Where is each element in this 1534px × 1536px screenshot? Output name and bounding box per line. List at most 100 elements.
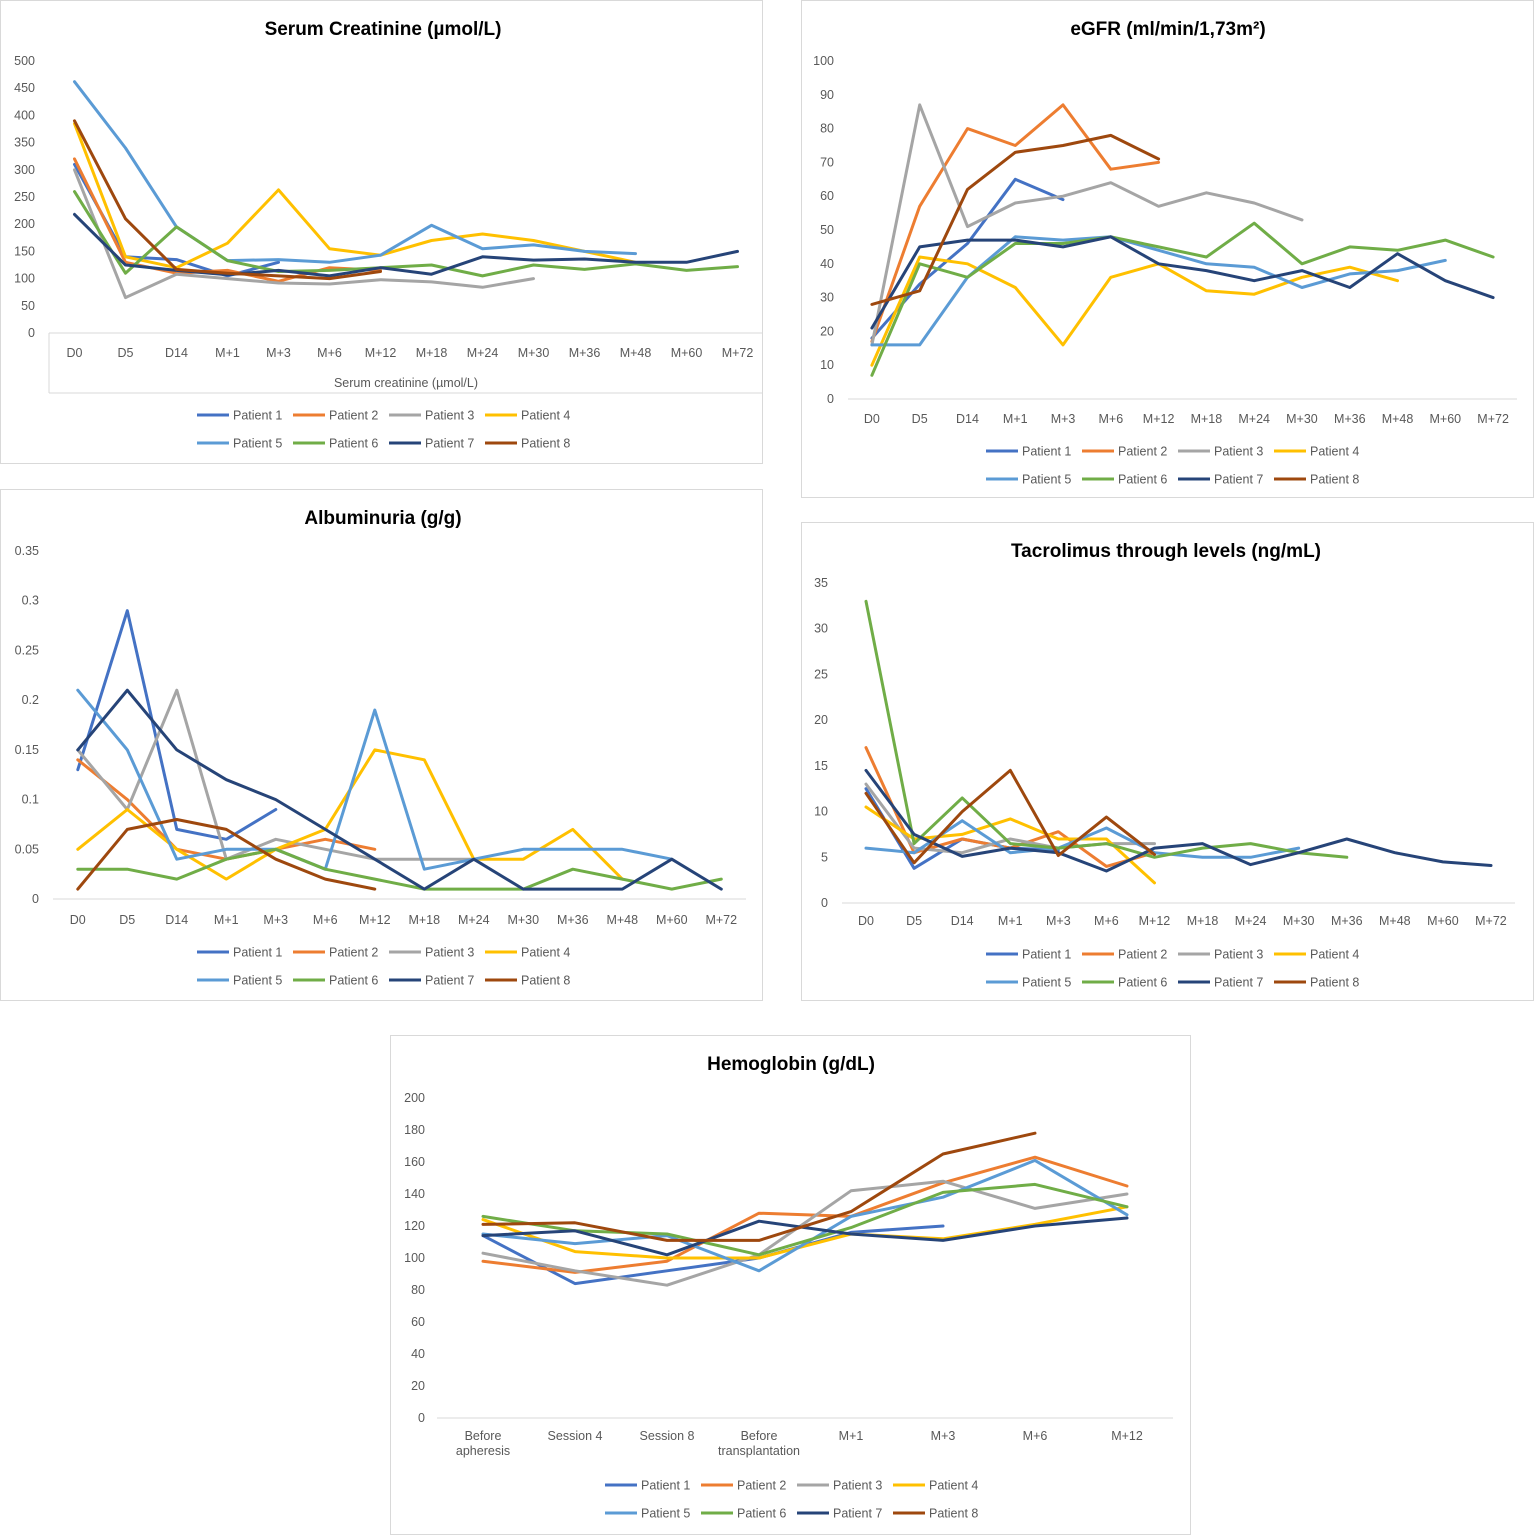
legend-label: Patient 2: [737, 1479, 786, 1493]
x-tick-label: M+6: [1094, 914, 1119, 928]
y-tick-label: 450: [14, 81, 35, 95]
x-tick-label: M+3: [1046, 914, 1071, 928]
x-tick-label: M+1: [214, 913, 239, 927]
chart-title: Serum Creatinine (µmol/L): [265, 19, 502, 40]
series-line-patient-5: [481, 1158, 1129, 1273]
series-line-patient-4: [76, 748, 624, 881]
chart-title: Tacrolimus through levels (ng/mL): [1011, 541, 1321, 562]
y-tick-label: 250: [14, 190, 35, 204]
y-tick-label: 40: [820, 257, 834, 271]
x-tick-label: D0: [864, 412, 880, 426]
x-tick-label: M+18: [416, 346, 448, 360]
series-line-patient-3: [481, 1179, 1129, 1287]
legend-label: Patient 4: [521, 946, 570, 960]
y-tick-label: 100: [404, 1251, 425, 1265]
x-tick-label: D5: [906, 914, 922, 928]
legend-label: Patient 1: [233, 409, 282, 423]
y-tick-label: 0.05: [15, 842, 39, 856]
x-tick-label: M+18: [1187, 914, 1219, 928]
y-tick-label: 0.25: [15, 643, 39, 657]
x-tick-label: M+36: [1334, 412, 1366, 426]
x-tick-label: M+72: [1477, 412, 1509, 426]
y-tick-label: 180: [404, 1123, 425, 1137]
x-tick-label: D5: [912, 412, 928, 426]
y-tick-label: 0.3: [22, 594, 39, 608]
x-tick-label: M+48: [1379, 914, 1411, 928]
legend-label: Patient 6: [329, 437, 378, 451]
legend-label: Patient 3: [1214, 445, 1263, 459]
legend-label: Patient 4: [1310, 445, 1359, 459]
series-line-patient-6: [864, 599, 1349, 859]
legend-label: Patient 4: [1310, 948, 1359, 962]
chart-title: Albuminuria (g/g): [304, 508, 461, 529]
chart-svg-albuminuria: Albuminuria (g/g) 0 0.05 0.1 0.15 0.2 0.25 0.3 0…: [15, 508, 746, 988]
legend-label: Patient 4: [521, 409, 570, 423]
y-tick-label: 140: [404, 1187, 425, 1201]
y-tick-label: 200: [14, 217, 35, 231]
y-tick-label: 30: [820, 291, 834, 305]
y-tick-label: 0.1: [22, 793, 39, 807]
y-tick-label: 60: [411, 1315, 425, 1329]
x-tick-label: M+12: [365, 346, 397, 360]
y-tick-label: 0: [821, 896, 828, 910]
y-tick-label: 350: [14, 136, 35, 150]
series-line-patient-1: [76, 609, 278, 841]
y-tick-label: 70: [820, 155, 834, 169]
y-tick-label: 150: [14, 244, 35, 258]
series-line-patient-3: [76, 688, 476, 861]
legend-label: Patient 1: [1022, 445, 1071, 459]
legend-label: Patient 8: [1310, 473, 1359, 487]
legend-label: Patient 6: [329, 974, 378, 988]
x-tick-label: M+60: [1427, 914, 1459, 928]
legend-label: Patient 7: [1214, 473, 1263, 487]
series-line-patient-3: [870, 103, 1304, 347]
y-tick-label: 100: [14, 272, 35, 286]
y-tick-label: 20: [820, 324, 834, 338]
legend-label: Patient 6: [737, 1507, 786, 1521]
y-tick-label: 160: [404, 1155, 425, 1169]
x-tick-label: M+6: [317, 346, 342, 360]
x-tick-label: M+30: [1283, 914, 1315, 928]
y-tick-label: 15: [814, 759, 828, 773]
x-tick-label: M+18: [1191, 412, 1223, 426]
y-tick-label: 10: [820, 358, 834, 372]
chart-panel-albuminuria: Albuminuria (g/g) 0 0.05 0.1 0.15 0.2 0.25 0.3 0…: [0, 489, 763, 1001]
x-tick-label: M+72: [722, 346, 754, 360]
series-line-patient-6: [481, 1182, 1129, 1257]
y-tick-label: 80: [411, 1283, 425, 1297]
x-tick-label: M+60: [656, 913, 688, 927]
series-line-patient-8: [76, 818, 377, 891]
legend-label: Patient 7: [425, 974, 474, 988]
y-tick-label: 80: [820, 122, 834, 136]
y-tick-label: 0.2: [22, 693, 39, 707]
series-line-patient-8: [870, 133, 1161, 306]
y-tick-label: 50: [21, 299, 35, 313]
legend-label: Patient 6: [1118, 473, 1167, 487]
series-line-patient-7: [76, 688, 723, 891]
series-line-patient-7: [481, 1216, 1129, 1257]
series-line-patient-6: [73, 190, 739, 278]
x-tick-label: Before transplantation: [718, 1429, 800, 1458]
y-tick-label: 35: [814, 576, 828, 590]
x-tick-label: M+48: [606, 913, 638, 927]
chart-panel-hemoglobin: Hemoglobin (g/dL) 0 20 40 60 80 100 120 140 160 18…: [390, 1035, 1191, 1535]
x-tick-label: M+24: [1235, 914, 1267, 928]
legend-label: Patient 5: [1022, 976, 1071, 990]
x-tick-label: D14: [165, 913, 188, 927]
x-tick-label: M+36: [569, 346, 601, 360]
legend-label: Patient 5: [1022, 473, 1071, 487]
series-line-patient-3: [73, 168, 535, 300]
legend-label: Patient 1: [233, 946, 282, 960]
x-tick-label: Before apheresis: [456, 1429, 510, 1458]
series-line-patient-2: [73, 157, 382, 283]
x-tick-label: M+3: [931, 1429, 956, 1443]
x-axis-title: Serum creatinine (µmol/L): [334, 376, 478, 390]
x-tick-label: D0: [67, 346, 83, 360]
series-line-patient-7: [864, 768, 1493, 873]
series-line-patient-1: [481, 1224, 945, 1286]
legend-label: Patient 8: [1310, 976, 1359, 990]
legend-label: Patient 7: [833, 1507, 882, 1521]
x-tick-label: M+36: [557, 913, 589, 927]
legend-label: Patient 3: [833, 1479, 882, 1493]
x-tick-label: M+12: [359, 913, 391, 927]
